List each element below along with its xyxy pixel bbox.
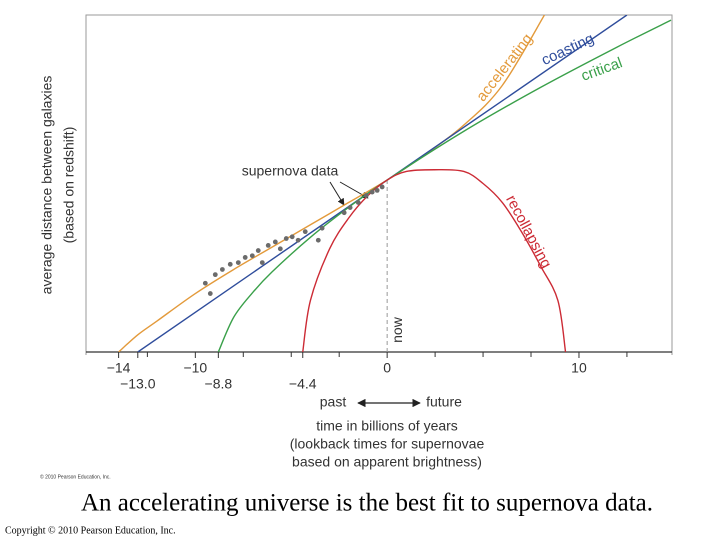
supernova-point <box>374 187 380 193</box>
figure-credit: © 2010 Pearson Education, Inc. <box>40 473 111 480</box>
supernova-point <box>283 236 289 241</box>
supernova-point <box>355 200 361 205</box>
supernova-point <box>207 291 213 296</box>
now-label: now <box>389 316 405 343</box>
curve-label: recollapsing <box>502 192 555 271</box>
supernova-point <box>212 272 218 278</box>
arrow <box>329 181 345 206</box>
curve-label: coasting <box>539 30 597 69</box>
x-label-note: based on apparent brightness) <box>292 454 482 470</box>
curve-label: critical <box>579 54 625 85</box>
supernova-point <box>302 229 308 235</box>
supernova-point <box>295 237 301 243</box>
supernova-point <box>202 280 208 286</box>
x-tick-label: −4.4 <box>289 376 317 392</box>
y-label: (based on redshift) <box>61 127 77 244</box>
supernova-point <box>235 260 241 265</box>
future-label: future <box>426 394 462 410</box>
plot-area <box>118 15 672 352</box>
caption: An accelerating universe is the best fit… <box>81 490 653 517</box>
x-tick-label: −8.8 <box>205 376 233 392</box>
scatter-label: supernova data <box>242 163 339 179</box>
supernova-point <box>249 253 255 259</box>
supernova-point <box>347 205 353 210</box>
curve <box>302 168 567 352</box>
curve <box>118 15 546 352</box>
x-tick-label: 0 <box>383 360 391 376</box>
supernova-point <box>315 237 321 243</box>
supernova-point <box>272 239 278 245</box>
supernova-point <box>369 189 375 195</box>
supernova-point <box>341 210 347 216</box>
supernova-point <box>277 246 283 252</box>
supernova-point <box>363 193 369 198</box>
past-label: past <box>320 394 347 410</box>
supernova-point <box>242 255 248 260</box>
supernova-point <box>219 267 225 272</box>
supernova-point <box>259 260 265 265</box>
x-label-note: (lookback times for supernovae <box>290 436 485 452</box>
x-tick-label: −14 <box>107 360 131 376</box>
curve-label: accelerating <box>473 31 536 105</box>
arrow <box>339 181 369 199</box>
supernova-point <box>379 184 385 190</box>
y-label: average distance between galaxies <box>39 76 55 295</box>
x-tick-label: −10 <box>183 360 207 376</box>
plot-frame <box>85 14 673 355</box>
x-label: time in billions of years <box>316 418 458 434</box>
supernova-point <box>227 261 233 267</box>
copyright: Copyright © 2010 Pearson Education, Inc. <box>5 525 176 536</box>
x-tick-label: −13.0 <box>120 376 156 392</box>
supernova-point <box>319 225 325 231</box>
supernova-point <box>289 234 295 240</box>
supernova-point <box>255 248 261 253</box>
supernova-point <box>265 242 271 248</box>
x-tick-label: 10 <box>571 360 587 376</box>
